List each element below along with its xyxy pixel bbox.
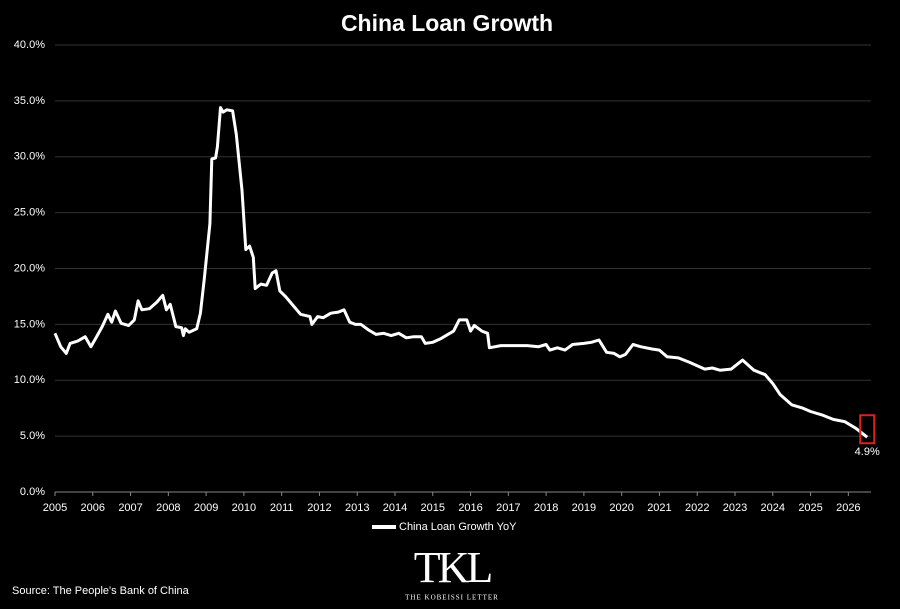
x-tick-label: 2016	[458, 502, 482, 514]
x-tick-label: 2013	[345, 502, 369, 514]
x-tick-label: 2022	[685, 502, 709, 514]
logo: TKL	[414, 543, 492, 592]
series-line	[53, 106, 869, 439]
x-tick-label: 2015	[421, 502, 445, 514]
x-tick-label: 2020	[609, 502, 633, 514]
y-tick-label: 20.0%	[14, 262, 45, 274]
y-tick-label: 15.0%	[14, 318, 45, 330]
x-tick-label: 2017	[496, 502, 520, 514]
x-tick-label: 2019	[572, 502, 596, 514]
x-tick-label: 2006	[81, 502, 105, 514]
x-tick-label: 2010	[232, 502, 256, 514]
legend-label: China Loan Growth YoY	[399, 521, 517, 533]
x-tick-label: 2009	[194, 502, 218, 514]
y-tick-label: 30.0%	[14, 151, 45, 163]
y-tick-label: 35.0%	[14, 95, 45, 107]
x-tick-label: 2024	[761, 502, 785, 514]
chart-title: China Loan Growth	[341, 10, 553, 36]
annotation-label: 4.9%	[855, 446, 880, 458]
x-tick-label: 2008	[156, 502, 180, 514]
y-tick-label: 40.0%	[14, 39, 45, 51]
x-tick-label: 2011	[270, 502, 294, 514]
x-tick-label: 2026	[836, 502, 860, 514]
source: Source: The People's Bank of China	[12, 585, 190, 597]
x-tick-label: 2023	[723, 502, 747, 514]
x-tick-label: 2018	[534, 502, 558, 514]
x-tick-label: 2014	[383, 502, 407, 514]
y-tick-label: 25.0%	[14, 207, 45, 219]
y-tick-label: 0.0%	[20, 486, 45, 498]
y-tick-label: 10.0%	[14, 374, 45, 386]
x-tick-label: 2012	[307, 502, 331, 514]
x-tick-label: 2007	[118, 502, 142, 514]
x-tick-label: 2021	[647, 502, 671, 514]
x-tick-label: 2025	[798, 502, 822, 514]
logo-subtitle: THE KOBEISSI LETTER	[405, 594, 499, 602]
annotation-box	[859, 414, 876, 445]
y-tick-label: 5.0%	[20, 430, 45, 442]
x-tick-label: 2005	[43, 502, 67, 514]
